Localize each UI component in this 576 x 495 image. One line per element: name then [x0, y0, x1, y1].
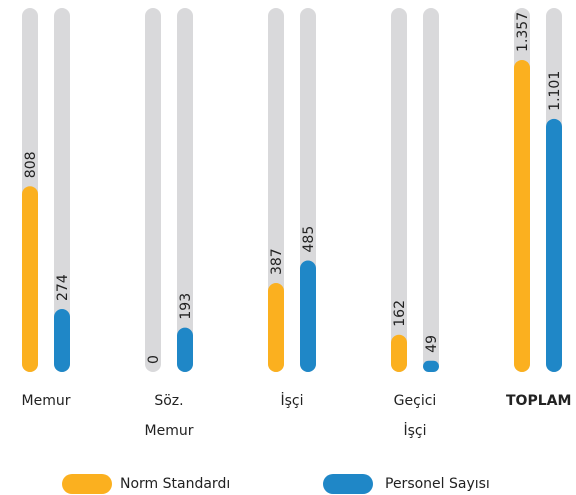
- value-label: 1.357: [515, 12, 531, 52]
- bar: [546, 118, 562, 372]
- bar: [22, 186, 38, 372]
- category-label: İşçi: [280, 393, 304, 409]
- bar: [54, 308, 70, 372]
- bar: [514, 59, 530, 372]
- category-label: Geçici İşçi: [393, 393, 437, 439]
- value-label: 274: [55, 274, 71, 301]
- bar: [177, 327, 193, 372]
- track: [145, 8, 161, 372]
- value-label: 162: [392, 300, 408, 327]
- value-label: 808: [23, 151, 39, 178]
- plot: 808 274 0 193 387 485 162 49 1.357 1.101: [22, 8, 563, 372]
- legend-swatch: [62, 474, 112, 494]
- category-label: Memur: [21, 393, 71, 409]
- track: [177, 8, 193, 372]
- value-label: 485: [301, 226, 317, 253]
- value-label: 0: [146, 355, 162, 364]
- track: [423, 8, 439, 372]
- category-label: Söz. Memur: [144, 393, 194, 439]
- value-label: 1.101: [547, 71, 563, 111]
- category-label: TOPLAM: [506, 393, 572, 409]
- bar: [391, 334, 407, 372]
- bar: [423, 360, 439, 372]
- track: [54, 8, 70, 372]
- value-label: 49: [424, 335, 440, 353]
- bar: [268, 283, 284, 372]
- track: [268, 8, 284, 372]
- legend-label: Norm Standardı: [120, 476, 231, 492]
- value-label: 387: [269, 248, 285, 275]
- track: [391, 8, 407, 372]
- legend-label: Personel Sayısı: [385, 476, 490, 492]
- legend-swatch: [323, 474, 373, 494]
- value-label: 193: [178, 293, 194, 320]
- bar: [300, 260, 316, 372]
